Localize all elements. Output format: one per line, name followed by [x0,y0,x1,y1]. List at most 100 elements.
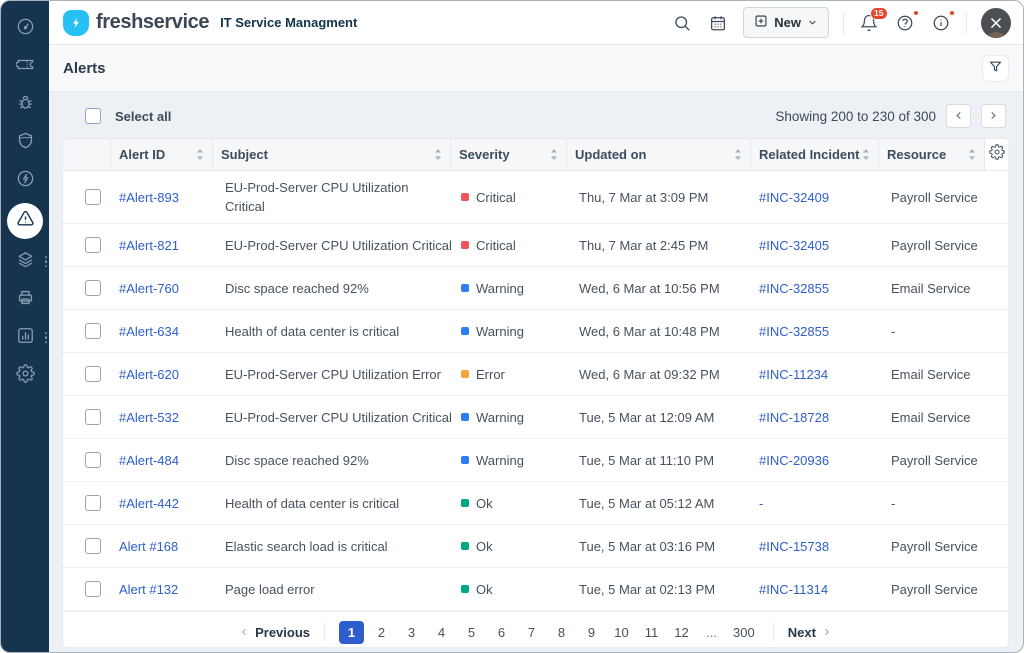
related-incident-link[interactable]: #INC-32855 [759,323,830,339]
related-incident-link[interactable]: - [759,495,764,511]
table-row: #Alert-484 Disc space reached 92% Warnin… [63,439,1008,482]
search-icon[interactable] [671,12,693,34]
related-incident-link[interactable]: #INC-15738 [759,538,830,554]
notification-count-badge: 15 [869,6,888,20]
new-button-label: New [774,15,801,30]
updated-on-text: Thu, 7 Mar at 3:09 PM [579,189,709,205]
sidebar-item-dashboard[interactable] [7,13,43,44]
page-number[interactable]: 300 [733,624,755,640]
row-checkbox[interactable] [85,366,101,382]
alert-id-link[interactable]: #Alert-442 [119,495,179,511]
sort-icon[interactable] [196,148,204,161]
alert-id-link[interactable]: #Alert-760 [119,280,179,296]
row-checkbox[interactable] [85,581,101,597]
alert-subject: EU-Prod-Server CPU Utilization Critical [225,179,409,215]
page-number[interactable]: 3 [407,624,416,640]
row-checkbox[interactable] [85,237,101,253]
row-checkbox[interactable] [85,452,101,468]
help-icon[interactable] [894,9,919,34]
sidebar-item-security[interactable] [7,127,43,158]
alert-id-link[interactable]: #Alert-620 [119,366,179,382]
page-number[interactable]: 11 [644,624,659,640]
page-number[interactable]: 6 [497,624,506,640]
sidebar-item-assets[interactable] [7,246,47,277]
page-number[interactable]: 7 [527,624,536,640]
sidebar-item-tickets[interactable] [7,51,43,82]
page-number[interactable]: 8 [557,624,566,640]
alert-subject: Elastic search load is critical [225,538,388,554]
info-icon[interactable] [930,9,955,34]
shield-icon [16,131,35,155]
next-page-button[interactable] [981,104,1006,128]
column-header-alert-id[interactable]: Alert ID [111,139,213,170]
row-checkbox[interactable] [85,495,101,511]
pagination-divider [324,623,326,641]
alert-subject: EU-Prod-Server CPU Utilization Error [225,366,441,382]
related-incident-link[interactable]: #INC-20936 [759,452,830,468]
updated-on-text: Thu, 7 Mar at 2:45 PM [579,237,709,253]
column-header-related-incident[interactable]: Related Incident [751,139,879,170]
severity-label: Warning [476,409,524,425]
page-number[interactable]: 2 [377,624,386,640]
alert-subject: Health of data center is critical [225,495,400,511]
severity-dot-icon [461,499,469,507]
column-header-resource[interactable]: Resource [879,139,985,170]
column-settings-button[interactable] [985,139,1008,170]
more-menu-dots-icon[interactable] [44,331,47,344]
new-button[interactable]: New [743,7,829,38]
page-number[interactable]: 10 [614,624,629,640]
sidebar-item-alerts[interactable] [7,203,43,239]
alert-id-link[interactable]: #Alert-821 [119,237,179,253]
alert-id-link[interactable]: Alert #168 [119,538,179,554]
sort-icon[interactable] [862,148,870,161]
page-number[interactable]: 5 [467,624,476,640]
column-header-severity[interactable]: Severity [451,139,567,170]
related-incident-link[interactable]: #INC-32409 [759,189,830,205]
column-header-subject[interactable]: Subject [213,139,451,170]
sidebar [1,1,49,652]
column-header-updated-on[interactable]: Updated on [567,139,751,170]
sidebar-item-admin[interactable] [7,360,43,391]
sidebar-item-analytics[interactable] [7,322,47,353]
alert-id-link[interactable]: #Alert-634 [119,323,179,339]
related-incident-link[interactable]: #INC-11314 [759,581,829,597]
row-checkbox[interactable] [85,280,101,296]
row-checkbox[interactable] [85,189,101,205]
page-number[interactable]: 12 [674,624,689,640]
select-all[interactable]: Select all [65,108,171,124]
table-row: #Alert-634 Health of data center is crit… [63,310,1008,353]
sort-icon[interactable] [550,148,558,161]
related-incident-link[interactable]: #INC-11234 [759,366,829,382]
pagination-previous[interactable]: Previous [239,625,310,640]
filter-button[interactable] [982,54,1009,82]
sidebar-item-print[interactable] [7,284,43,315]
alert-id-link[interactable]: Alert #132 [119,581,179,597]
related-incident-link[interactable]: #INC-32855 [759,280,830,296]
page-number[interactable]: 4 [437,624,446,640]
sidebar-item-changes[interactable] [7,165,43,196]
more-menu-dots-icon[interactable] [44,255,47,268]
notifications-bell-icon[interactable]: 15 [858,6,888,34]
calendar-icon[interactable] [707,12,729,34]
user-avatar[interactable] [981,7,1011,38]
sort-icon[interactable] [968,148,976,161]
prev-page-button[interactable] [946,104,971,128]
sort-icon[interactable] [734,148,742,161]
logo-wordmark: freshservice [96,11,210,33]
severity-dot-icon [461,370,469,378]
pagination-next[interactable]: Next [788,625,832,640]
alert-id-link[interactable]: #Alert-484 [119,452,179,468]
select-all-checkbox[interactable] [85,108,101,124]
row-checkbox[interactable] [85,409,101,425]
alert-subject: Disc space reached 92% [225,452,369,468]
sort-icon[interactable] [434,148,442,161]
alert-id-link[interactable]: #Alert-532 [119,409,179,425]
row-checkbox[interactable] [85,323,101,339]
page-number[interactable]: 9 [587,624,596,640]
row-checkbox[interactable] [85,538,101,554]
sidebar-item-problems[interactable] [7,89,43,120]
related-incident-link[interactable]: #INC-18728 [759,409,830,425]
related-incident-link[interactable]: #INC-32405 [759,237,830,253]
alert-id-link[interactable]: #Alert-893 [119,189,179,205]
page-number[interactable]: 1 [339,620,365,644]
